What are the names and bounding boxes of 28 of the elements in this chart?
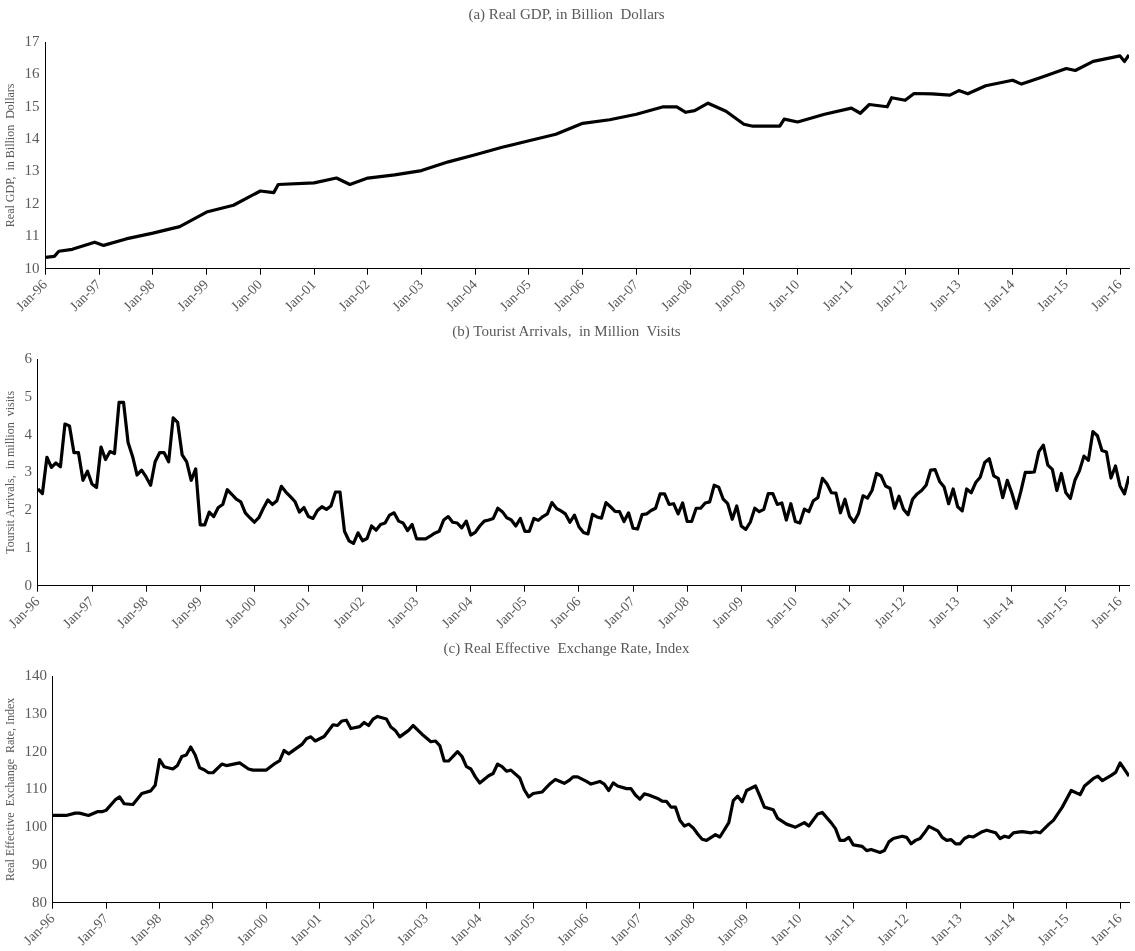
y-tick-label: 1 bbox=[24, 538, 32, 555]
chart-title: (c) Real Effective Exchange Rate, Index bbox=[443, 639, 690, 657]
y-axis-title: Toursit Arrivals, in million visits bbox=[3, 390, 18, 554]
y-tick-label: 6 bbox=[24, 349, 33, 366]
y-tick-label: 100 bbox=[24, 818, 47, 835]
y-tick-label: 15 bbox=[24, 97, 40, 114]
y-tick-label: 13 bbox=[24, 162, 40, 179]
y-tick-label: 14 bbox=[24, 130, 40, 147]
y-tick-label: 130 bbox=[24, 704, 47, 721]
y-tick-label: 5 bbox=[24, 387, 32, 404]
y-tick-label: 12 bbox=[24, 194, 40, 211]
y-axis-title: Real Effective Exchange Rate, Index bbox=[3, 697, 18, 882]
y-tick-label: 120 bbox=[24, 742, 47, 759]
chart-title: (b) Tourist Arrivals, in Million Visits bbox=[452, 322, 681, 340]
y-tick-label: 0 bbox=[24, 576, 32, 593]
y-tick-label: 80 bbox=[31, 893, 47, 910]
y-tick-label: 3 bbox=[24, 463, 32, 480]
y-tick-label: 17 bbox=[24, 32, 40, 49]
y-axis-title: Real GDP, in Billion Dollars bbox=[3, 83, 18, 228]
y-tick-label: 11 bbox=[24, 227, 40, 244]
y-tick-label: 10 bbox=[24, 259, 40, 276]
chart-title: (a) Real GDP, in Billion Dollars bbox=[468, 5, 665, 23]
y-tick-label: 2 bbox=[24, 501, 32, 518]
y-tick-label: 110 bbox=[24, 780, 47, 797]
y-tick-label: 4 bbox=[24, 425, 33, 442]
y-tick-label: 90 bbox=[31, 855, 47, 872]
y-tick-label: 140 bbox=[24, 666, 47, 683]
y-tick-label: 16 bbox=[24, 65, 40, 82]
